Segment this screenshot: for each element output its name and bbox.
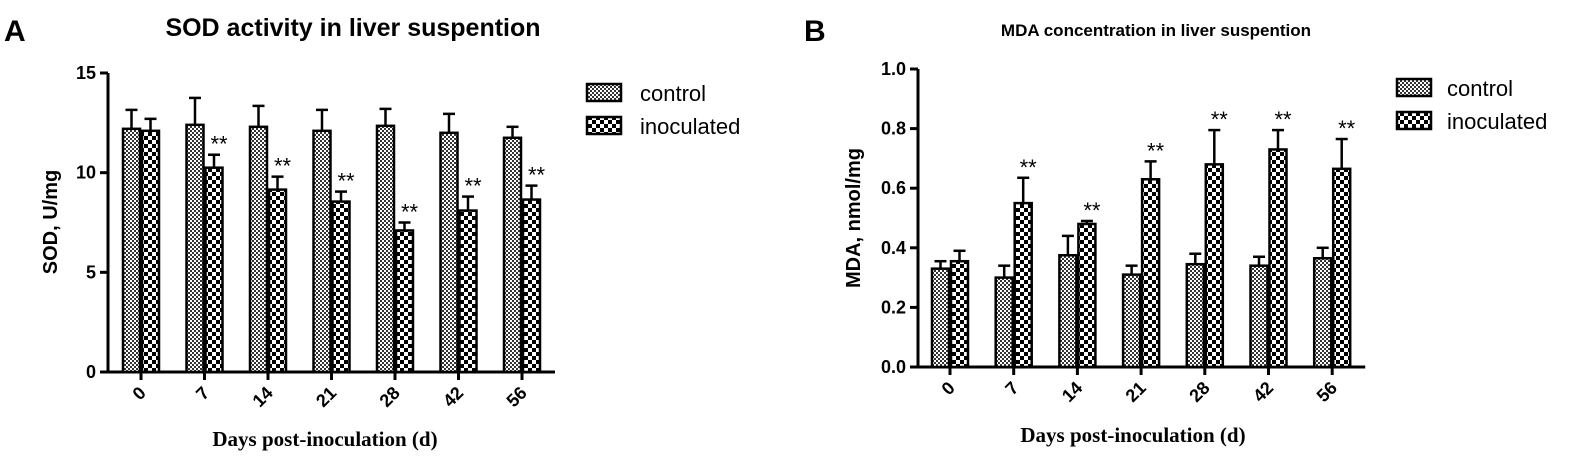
panel-b-y-tick-label: 0.0 (881, 357, 906, 377)
panel-b-bar-control (1058, 254, 1078, 369)
panel-a-bar-control (439, 131, 459, 374)
panel-b-y-axis-label: MDA, nmol/mg (843, 148, 865, 288)
panel-b-x-tick-label: 14 (1058, 378, 1086, 406)
panel-b-y-tick-label: 1.0 (881, 59, 906, 79)
panel-b-bar-inoculated (949, 259, 970, 369)
panel-a-significance-label: ** (528, 163, 546, 188)
panel-b-bar-control (1185, 262, 1206, 369)
panel-a-bar-inoculated (521, 198, 542, 374)
panel-a-bar-control (502, 136, 523, 374)
panel-a-x-tick-label: 56 (503, 383, 531, 411)
panel-a-legend-swatch-control (585, 82, 623, 103)
panel-b-bar-control (1121, 273, 1142, 369)
panel-b-bar-inoculated (1204, 163, 1225, 369)
panel-b-x-tick-label: 42 (1249, 378, 1277, 406)
panel-a-x-tick-label: 28 (376, 383, 404, 411)
panel-b-bar-control (1249, 264, 1269, 369)
panel-a-y-tick-label: 5 (86, 262, 96, 282)
panel-a-significance-label: ** (401, 200, 419, 225)
panel-a-chart: A SOD activity in liver suspention SOD, … (4, 14, 740, 451)
panel-b-bar-control (994, 276, 1014, 369)
panel-b-legend: control inoculated (1395, 76, 1547, 134)
panel-b-x-tick-label: 56 (1313, 378, 1341, 406)
panel-b-y-tick-label: 0.8 (881, 119, 906, 139)
panel-b-x-tick-label: 28 (1185, 378, 1213, 406)
panel-b-significance-label: ** (1274, 107, 1292, 132)
panel-a-y-axis-label: SOD, U/mg (40, 170, 62, 274)
panel-a-bar-control (185, 123, 205, 374)
panel-b-bar-control (1312, 256, 1333, 369)
panel-b-bar-inoculated (1140, 178, 1161, 369)
panel-b-title: MDA concentration in liver suspention (1001, 21, 1311, 40)
panel-a-significance-label: ** (337, 169, 355, 194)
panel-a-bar-control (375, 124, 396, 374)
panel-a-bar-inoculated (267, 188, 288, 374)
panel-b-legend-swatch-inoculated (1395, 110, 1433, 131)
panel-b-legend-label-inoculated: inoculated (1447, 109, 1547, 134)
panel-a-x-tick-label: 0 (129, 383, 150, 404)
panel-a-x-tick-label: 21 (312, 383, 340, 411)
panel-a-bar-inoculated (394, 229, 415, 374)
panel-b-significance-label: ** (1338, 116, 1356, 141)
panel-b-chart: B MDA concentration in liver suspention … (804, 15, 1547, 447)
panel-b-significance-label: ** (1083, 198, 1101, 223)
panel-a-y-tick-label: 0 (86, 362, 96, 382)
panel-b-y-tick-label: 0.2 (881, 297, 906, 317)
panel-b-x-tick-label: 21 (1122, 378, 1150, 406)
panel-a-bar-control (121, 127, 142, 374)
panel-a-bar-inoculated (331, 200, 351, 374)
panel-a-bar-inoculated (140, 129, 161, 374)
panel-a-title: SOD activity in liver suspention (165, 14, 540, 42)
panel-a-x-axis-label: Days post-inoculation (d) (212, 427, 437, 451)
panel-b-x-axis-label: Days post-inoculation (d) (1020, 423, 1245, 447)
panel-a-y-tick-label: 15 (76, 63, 96, 83)
panel-a-legend-label-control: control (640, 81, 706, 106)
panel-b-x-tick-label: 0 (938, 378, 959, 399)
panel-a-x-tick-label: 14 (249, 383, 277, 411)
panel-a-bar-inoculated (458, 209, 478, 374)
panel-b-bar-inoculated (1077, 222, 1097, 369)
panel-a-significance-label: ** (464, 174, 482, 199)
panel-a-y-tick-label: 10 (76, 163, 96, 183)
panel-letter-a: A (4, 15, 26, 48)
panel-b-x-tick-label: 7 (1001, 378, 1022, 399)
panel-b-bar-inoculated (1013, 201, 1033, 369)
panel-b-legend-label-control: control (1447, 76, 1513, 101)
panel-a-significance-label: ** (274, 154, 292, 179)
panel-b-bar-control (930, 267, 951, 369)
panel-b-bar-inoculated (1268, 148, 1288, 369)
panel-b-legend-swatch-control (1395, 77, 1433, 98)
panel-letter-b: B (804, 15, 826, 48)
panel-b-bars: ** ** ** ** ** ** (930, 107, 1356, 369)
panel-a-bars: ** ** ** ** ** ** (121, 96, 546, 374)
panel-b-y-tick-label: 0.4 (881, 238, 906, 258)
panel-a-bar-control (312, 129, 332, 374)
panel-a-legend-label-inoculated: inoculated (640, 114, 740, 139)
panel-a-bar-control (248, 125, 269, 374)
panel-a-significance-label: ** (210, 132, 228, 157)
panel-a-bar-inoculated (204, 166, 224, 374)
panel-b-significance-label: ** (1147, 138, 1165, 163)
panel-a-x-tick-label: 7 (192, 383, 213, 404)
panel-a-x-tick-label: 42 (439, 383, 467, 411)
panel-b-significance-label: ** (1211, 107, 1229, 132)
panel-b-significance-label: ** (1020, 155, 1038, 180)
panel-a-legend-swatch-inoculated (585, 115, 623, 136)
panel-b-bar-inoculated (1331, 167, 1352, 369)
panel-b-y-tick-label: 0.6 (881, 178, 906, 198)
panel-a-legend: control inoculated (585, 81, 740, 139)
